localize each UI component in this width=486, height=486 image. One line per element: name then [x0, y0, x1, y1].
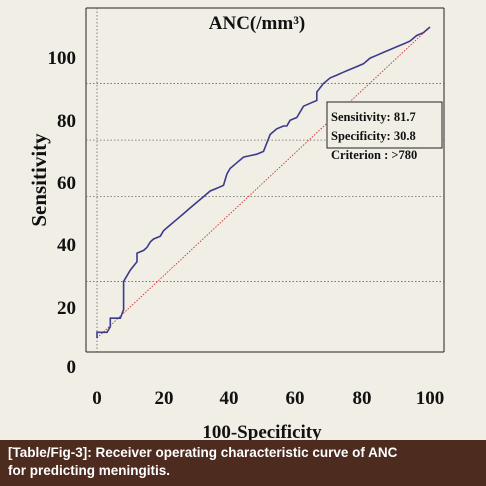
figure-caption: [Table/Fig-3]: Receiver operating charac… — [0, 440, 486, 486]
x-tick-label: 40 — [220, 388, 239, 409]
annotation-sensitivity: Sensitivity: 81.7 — [331, 110, 416, 124]
annotation-box — [326, 101, 443, 149]
annotation-specificity: Specificity: 30.8 — [331, 129, 416, 143]
y-axis-label: Sensitivity — [27, 133, 51, 227]
y-tick-label: 40 — [57, 235, 76, 256]
y-tick-label: 20 — [57, 298, 76, 319]
y-tick-labels: 0 20 40 60 80 100 — [48, 48, 77, 378]
caption-line-2: for predicting meningitis. — [8, 463, 171, 478]
x-tick-label: 20 — [155, 388, 174, 409]
grid — [86, 8, 444, 352]
x-axis-label: 100-Specificity — [202, 422, 322, 440]
roc-chart: ANC(/mm³) 0 20 40 60 80 100 0 20 40 60 8… — [27, 7, 445, 440]
caption-line-1: [Table/Fig-3]: Receiver operating charac… — [8, 445, 398, 460]
y-tick-label: 80 — [57, 111, 76, 132]
annotation-criterion: Criterion : >780 — [331, 148, 417, 162]
x-tick-label: 80 — [353, 388, 372, 409]
x-tick-label: 100 — [416, 388, 445, 409]
cutoff-annotation: Sensitivity: 81.7 Specificity: 30.8 Crit… — [326, 101, 443, 162]
y-tick-label: 100 — [48, 48, 77, 69]
chart-title: ANC(/mm³) — [209, 13, 305, 34]
roc-curve — [96, 26, 431, 338]
x-tick-label: 0 — [92, 388, 102, 409]
x-tick-label: 60 — [286, 388, 305, 409]
x-tick-labels: 0 20 40 60 80 100 — [92, 388, 444, 409]
reference-diagonal — [96, 26, 431, 339]
y-tick-label: 0 — [67, 357, 77, 378]
y-tick-label: 60 — [57, 173, 76, 194]
